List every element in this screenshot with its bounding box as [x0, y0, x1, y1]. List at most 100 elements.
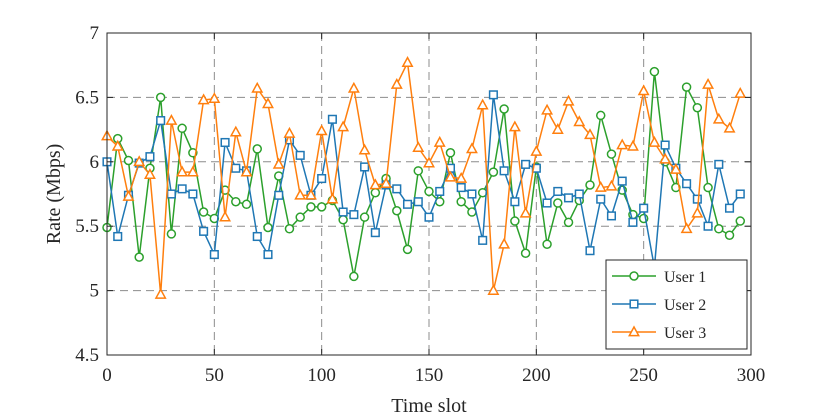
- data-point: [712, 112, 725, 124]
- data-point: [199, 226, 209, 236]
- y-tick-label: 5: [90, 281, 100, 302]
- data-point: [639, 203, 649, 213]
- data-point: [735, 216, 746, 226]
- y-tick-label: 6.5: [75, 87, 99, 108]
- data-point: [498, 237, 511, 249]
- data-point: [349, 210, 359, 220]
- data-point: [605, 179, 618, 191]
- series-3: [101, 56, 747, 299]
- data-point: [349, 271, 359, 282]
- data-point: [123, 155, 134, 166]
- data-point: [317, 173, 327, 184]
- data-point: [551, 123, 564, 134]
- data-point: [562, 94, 575, 106]
- data-point: [252, 231, 262, 242]
- data-point: [660, 140, 670, 150]
- data-point: [488, 167, 499, 177]
- data-point: [595, 110, 606, 121]
- data-point: [456, 196, 466, 207]
- data-point: [424, 212, 434, 222]
- data-point: [294, 188, 307, 200]
- x-tick-label: 200: [522, 365, 551, 386]
- data-point: [134, 252, 144, 262]
- data-point: [649, 66, 660, 77]
- data-point: [574, 189, 584, 199]
- legend-marker: [628, 325, 640, 337]
- x-tick-label: 100: [307, 365, 336, 386]
- data-point: [154, 287, 167, 299]
- data-point: [541, 103, 554, 115]
- data-point: [542, 198, 552, 208]
- data-point: [626, 139, 639, 151]
- data-point: [691, 206, 704, 218]
- data-point: [456, 183, 466, 193]
- data-point: [284, 224, 295, 234]
- data-point: [156, 116, 166, 126]
- data-point: [359, 212, 370, 222]
- data-point: [177, 184, 187, 194]
- data-point: [338, 207, 348, 217]
- data-point: [380, 177, 393, 189]
- data-point: [702, 77, 715, 89]
- data-point: [295, 212, 305, 222]
- data-point: [229, 125, 242, 137]
- data-point: [542, 239, 552, 249]
- data-point: [530, 144, 543, 156]
- data-point: [563, 217, 574, 228]
- data-point: [111, 139, 124, 151]
- data-point: [510, 216, 520, 226]
- x-tick-label: 150: [415, 365, 444, 386]
- data-point: [476, 98, 489, 110]
- series-2: [102, 90, 745, 272]
- y-tick-label: 4.5: [75, 345, 99, 366]
- legend-label: User 2: [664, 297, 706, 314]
- data-point: [370, 187, 381, 198]
- legend-label: User 1: [664, 269, 706, 286]
- x-tick-label: 300: [737, 365, 766, 386]
- data-point: [166, 229, 177, 239]
- data-point: [692, 194, 702, 204]
- data-point: [553, 186, 563, 196]
- data-point: [370, 228, 380, 238]
- series-layer: [101, 56, 747, 299]
- data-point: [283, 126, 296, 138]
- data-point: [219, 210, 232, 222]
- data-point: [488, 90, 498, 100]
- x-tick-label: 250: [629, 365, 658, 386]
- data-point: [714, 159, 724, 169]
- data-point: [113, 231, 123, 242]
- data-point: [703, 182, 713, 193]
- data-point: [563, 193, 574, 203]
- data-point: [262, 97, 274, 109]
- legend-entry: User 1: [612, 269, 706, 286]
- data-point: [231, 196, 241, 207]
- data-point: [122, 190, 135, 201]
- data-point: [735, 189, 745, 199]
- legend-label: User 3: [664, 325, 706, 342]
- data-point: [347, 81, 360, 93]
- data-point: [723, 121, 736, 133]
- axis-ticks: 0 50 100 150 200 250 300 4.5 5 5.5 6 6.5 7: [75, 23, 765, 386]
- data-point: [186, 165, 199, 177]
- data-point: [508, 120, 521, 132]
- data-point: [521, 159, 531, 169]
- data-point: [220, 137, 230, 148]
- data-point: [231, 163, 241, 173]
- data-point: [531, 163, 541, 173]
- data-point: [734, 86, 747, 98]
- data-point: [326, 192, 339, 204]
- data-point: [143, 168, 156, 180]
- data-point: [499, 166, 509, 176]
- data-point: [402, 244, 413, 255]
- data-point: [681, 82, 692, 92]
- data-point: [478, 235, 488, 245]
- legend-marker: [629, 299, 639, 309]
- data-point: [724, 203, 735, 213]
- data-point: [682, 179, 692, 189]
- legend-entry: User 3: [612, 325, 706, 342]
- data-point: [208, 92, 221, 104]
- data-point: [392, 184, 402, 194]
- data-point: [444, 170, 457, 182]
- data-point: [487, 284, 500, 295]
